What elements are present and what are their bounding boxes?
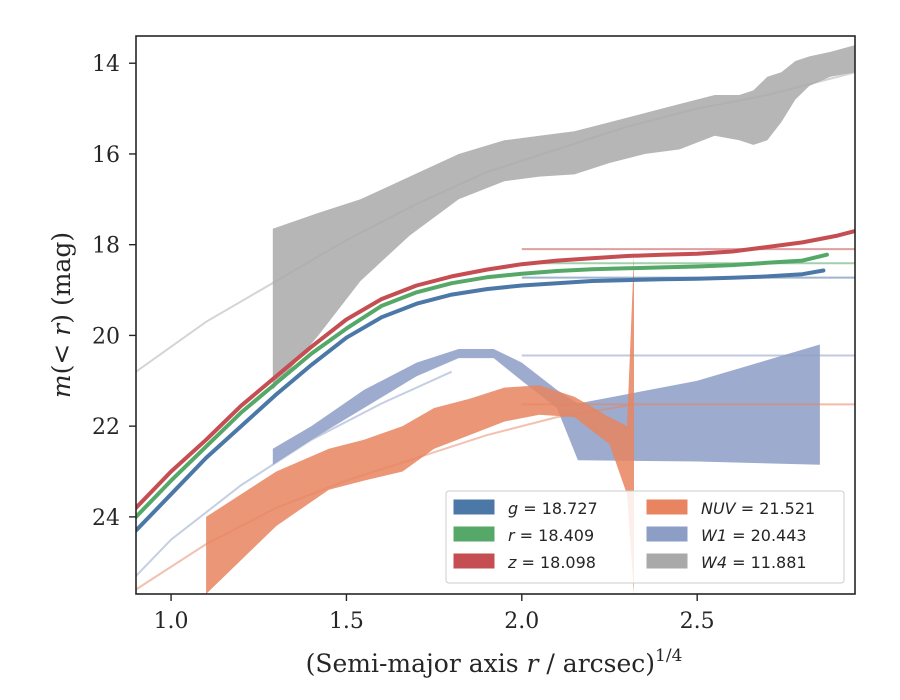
legend-swatch [453, 499, 495, 515]
y-tick-label: 18 [92, 234, 120, 259]
x-tick-label: 1.5 [329, 609, 364, 634]
legend-box [445, 490, 845, 584]
y-tick-label: 14 [92, 52, 120, 77]
legend-swatch [646, 499, 688, 515]
legend-swatch [646, 526, 688, 542]
y-tick-label: 24 [92, 506, 120, 531]
legend-label: NUV = 21.521 [701, 499, 815, 518]
legend-label: z = 18.098 [507, 553, 596, 572]
legend-item-nuv: NUV = 21.521 [646, 499, 815, 518]
y-tick-label: 20 [92, 324, 120, 349]
x-tick-label: 2.5 [680, 609, 715, 634]
y-axis-title: m(< r) (mag) [47, 232, 76, 398]
z-curve [136, 229, 855, 510]
nuv-band [206, 253, 634, 594]
g-curve [136, 268, 826, 533]
plot-frame [135, 35, 856, 595]
legend-swatch [646, 553, 688, 569]
r-curve [136, 252, 829, 519]
legend-item-g: g = 18.727 [453, 499, 598, 518]
legend-item-r: r = 18.409 [453, 526, 594, 545]
axis-ticks: 1.0 1.5 2.0 2.5 14 16 18 20 22 24 [92, 52, 715, 634]
x-axis-title: (Semi-major axis r / arcsec)1/4 [306, 646, 683, 678]
legend-swatch [453, 553, 495, 569]
legend-item-w4: W4 = 11.881 [646, 553, 807, 572]
y-tick-label: 16 [92, 143, 120, 168]
x-tick-label: 1.0 [154, 609, 189, 634]
legend-label: W1 = 20.443 [701, 526, 807, 545]
w1-model-curve [136, 370, 453, 577]
legend-item-w1: W1 = 20.443 [646, 526, 807, 545]
y-tick-label: 22 [92, 415, 120, 440]
plot-area [136, 45, 855, 594]
x-tick-label: 2.0 [504, 609, 539, 634]
legend-swatch [453, 526, 495, 542]
w1-band [272, 344, 820, 465]
w4-band [272, 45, 855, 390]
legend-label: r = 18.409 [508, 526, 594, 545]
legend-label: g = 18.727 [508, 499, 598, 518]
legend-label: W4 = 11.881 [701, 553, 807, 572]
legend: g = 18.727 r = 18.409 z = 18.098 NUV = 21.5… [445, 490, 845, 584]
legend-item-z: z = 18.098 [453, 553, 596, 572]
